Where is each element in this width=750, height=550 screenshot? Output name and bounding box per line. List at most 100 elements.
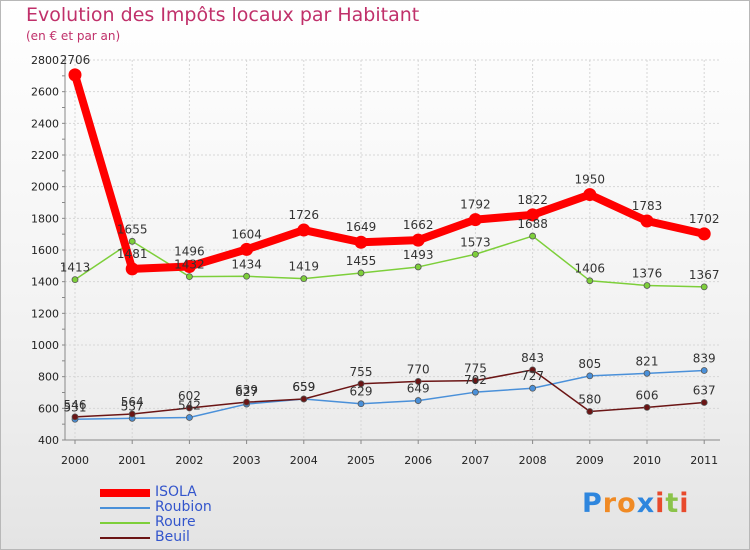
- data-point-isola: [182, 259, 196, 273]
- data-label-roubion: 839: [693, 351, 716, 365]
- data-point-isola: [697, 227, 711, 241]
- x-tick-label: 2003: [233, 454, 261, 467]
- y-tick-label: 800: [38, 371, 59, 384]
- data-point-beuil: [71, 413, 79, 421]
- logo-letter: P: [582, 488, 603, 519]
- data-label-beuil: 602: [178, 389, 201, 403]
- data-label-roure: 1455: [346, 254, 377, 268]
- x-tick-label: 2000: [61, 454, 89, 467]
- data-label-isola: 2706: [60, 53, 91, 67]
- series-line-beuil: [74, 369, 705, 418]
- data-label-roubion: 702: [464, 373, 487, 387]
- data-point-isola: [411, 233, 425, 247]
- data-label-beuil: 564: [121, 395, 144, 409]
- data-point-isola: [297, 223, 311, 237]
- data-point-isola: [240, 242, 254, 256]
- data-point-roure: [71, 276, 79, 284]
- data-label-beuil: 775: [464, 362, 487, 376]
- data-label-roure: 1367: [689, 268, 720, 282]
- legend-label: Roure: [155, 514, 196, 530]
- x-tick-label: 2010: [633, 454, 661, 467]
- logo-letter: i: [679, 488, 690, 519]
- data-point-beuil: [357, 380, 365, 388]
- data-label-isola: 1604: [231, 227, 262, 241]
- data-label-isola: 1726: [289, 208, 320, 222]
- legend-label: Beuil: [155, 529, 190, 545]
- series-line-roubion: [74, 369, 705, 421]
- legend-swatch: [100, 522, 150, 524]
- data-point-beuil: [643, 403, 651, 411]
- data-label-roure: 1419: [289, 260, 320, 274]
- data-label-isola: 1496: [174, 244, 205, 258]
- data-label-roure: 1655: [117, 222, 148, 236]
- data-label-isola: 1702: [689, 212, 720, 226]
- y-tick-label: 2200: [31, 149, 59, 162]
- data-label-roubion: 649: [407, 382, 430, 396]
- data-point-roure: [414, 263, 422, 271]
- data-point-isola: [68, 68, 82, 82]
- legend-swatch: [100, 537, 150, 539]
- data-point-beuil: [529, 366, 536, 374]
- data-label-beuil: 659: [292, 380, 315, 394]
- data-point-roubion: [700, 367, 708, 374]
- data-point-roure: [586, 277, 594, 285]
- data-point-roure: [300, 275, 308, 283]
- data-label-roubion: 727: [521, 369, 544, 383]
- x-tick-label: 2009: [576, 454, 604, 467]
- data-point-roure: [643, 282, 651, 289]
- logo-letter: t: [665, 488, 680, 519]
- legend-swatch: [100, 507, 150, 509]
- data-point-beuil: [128, 410, 136, 418]
- data-label-roure: 1432: [174, 258, 205, 272]
- x-tick-label: 2002: [175, 454, 203, 467]
- data-label-isola: 1950: [575, 173, 606, 187]
- data-point-beuil: [471, 377, 479, 385]
- logo-letter: i: [655, 488, 666, 519]
- x-tick-label: 2007: [461, 454, 489, 467]
- y-tick-label: 2400: [31, 117, 59, 130]
- x-tick-label: 2008: [519, 454, 547, 467]
- data-point-beuil: [300, 395, 308, 403]
- y-tick-label: 2600: [31, 86, 59, 99]
- data-label-roubion: 805: [578, 357, 601, 371]
- data-label-roubion: 537: [121, 399, 144, 413]
- chart-title: Evolution des Impôts locaux par Habitant: [26, 4, 420, 26]
- data-label-roubion: 659: [292, 380, 315, 394]
- data-label-roure: 1573: [460, 235, 491, 249]
- data-point-roubion: [586, 372, 594, 380]
- chart-subtitle: (en € et par an): [26, 29, 121, 43]
- data-point-isola: [354, 235, 368, 249]
- data-label-beuil: 606: [636, 388, 659, 402]
- data-label-roure: 1413: [60, 261, 91, 275]
- data-point-roure: [529, 232, 536, 240]
- y-tick-label: 1200: [31, 307, 59, 320]
- x-tick-label: 2006: [404, 454, 432, 467]
- data-point-isola: [583, 188, 597, 202]
- data-label-beuil: 580: [578, 393, 601, 407]
- data-label-beuil: 755: [350, 365, 373, 379]
- data-label-roubion: 629: [350, 385, 373, 399]
- data-point-isola: [468, 213, 482, 227]
- data-label-roure: 1688: [517, 217, 548, 231]
- data-point-beuil: [700, 399, 708, 406]
- data-label-beuil: 637: [693, 383, 716, 397]
- x-tick-label: 2004: [290, 454, 318, 467]
- logo-letter: o: [617, 488, 637, 519]
- data-label-roure: 1376: [632, 266, 663, 280]
- data-label-isola: 1792: [460, 198, 491, 212]
- data-label-roure: 1493: [403, 248, 434, 262]
- legend-label: ISOLA: [155, 484, 197, 500]
- data-label-isola: 1649: [346, 220, 377, 234]
- y-tick-label: 600: [38, 402, 59, 415]
- series-line-isola: [71, 70, 709, 273]
- data-point-roubion: [357, 400, 365, 408]
- data-label-beuil: 770: [407, 362, 430, 376]
- proxiti-logo: Proxiti: [582, 488, 690, 519]
- y-tick-label: 2000: [31, 181, 59, 194]
- data-label-roubion: 531: [64, 400, 87, 414]
- legend-label: Roubion: [155, 499, 212, 515]
- logo-letter: r: [602, 488, 618, 519]
- y-tick-label: 1000: [31, 339, 59, 352]
- data-point-beuil: [243, 398, 251, 406]
